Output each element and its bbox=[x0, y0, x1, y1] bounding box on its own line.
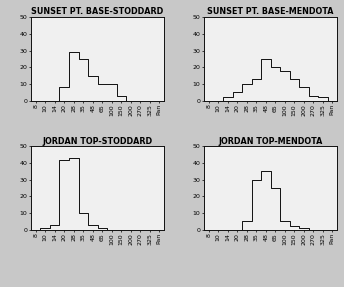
Title: JORDAN TOP-STODDARD: JORDAN TOP-STODDARD bbox=[42, 137, 153, 146]
Title: SUNSET PT. BASE-MENDOTA: SUNSET PT. BASE-MENDOTA bbox=[207, 7, 334, 16]
Title: SUNSET PT. BASE-STODDARD: SUNSET PT. BASE-STODDARD bbox=[31, 7, 164, 16]
Title: JORDAN TOP-MENDOTA: JORDAN TOP-MENDOTA bbox=[218, 137, 323, 146]
